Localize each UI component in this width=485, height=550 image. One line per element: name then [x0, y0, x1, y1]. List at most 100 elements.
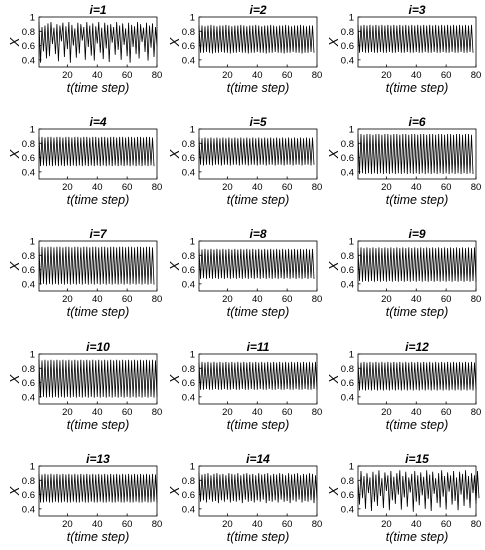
y-axis-label: X — [326, 260, 341, 271]
y-tick-label: 0.6 — [22, 41, 35, 52]
x-tick-label: 60 — [282, 70, 293, 81]
x-tick-label: 20 — [62, 294, 73, 305]
x-tick-label: 60 — [282, 294, 293, 305]
y-tick-label: 0.8 — [22, 251, 35, 262]
x-tick-label: 80 — [312, 519, 323, 530]
x-tick-label: 60 — [122, 70, 133, 81]
y-tick-label: 0.8 — [22, 476, 35, 487]
chart-panel: 20 40 60 80 0.4 0.6 0.8 1 i=13 t(time step) X — [7, 452, 162, 544]
x-tick-label: 80 — [152, 407, 163, 418]
x-axis-label: t(time step) — [227, 305, 290, 319]
y-axis-label: X — [326, 148, 341, 159]
y-tick-label: 0.6 — [182, 490, 195, 501]
x-tick-label: 20 — [381, 182, 392, 193]
panel-title: i=8 — [249, 227, 266, 241]
x-tick-label: 20 — [381, 519, 392, 530]
panel-title: i=5 — [249, 115, 266, 129]
y-tick-label: 0.8 — [22, 139, 35, 150]
y-tick-label: 0.4 — [182, 504, 195, 515]
y-tick-label: 1 — [190, 13, 195, 24]
x-tick-label: 80 — [152, 294, 163, 305]
y-tick-label: 0.4 — [341, 279, 354, 290]
x-axis-label: t(time step) — [67, 305, 130, 319]
x-tick-label: 80 — [152, 70, 163, 81]
x-tick-label: 60 — [282, 407, 293, 418]
series-line — [357, 247, 477, 282]
y-axis-label: X — [326, 373, 341, 384]
y-axis-label: X — [167, 36, 182, 47]
x-tick-label: 60 — [441, 407, 452, 418]
x-tick-label: 80 — [152, 519, 163, 530]
x-tick-label: 40 — [92, 182, 103, 193]
x-axis-label: t(time step) — [227, 81, 290, 95]
x-tick-label: 40 — [411, 294, 422, 305]
panel-title: i=4 — [89, 115, 106, 129]
y-tick-label: 0.4 — [22, 504, 35, 515]
y-axis-label: X — [167, 148, 182, 159]
y-tick-label: 0.6 — [22, 490, 35, 501]
x-tick-label: 80 — [312, 182, 323, 193]
chart-panel: 20 40 60 80 0.4 0.6 0.8 1 i=15 t(time step) X — [326, 452, 481, 544]
y-tick-label: 0.8 — [182, 364, 195, 375]
x-tick-label: 40 — [252, 294, 263, 305]
series-line — [38, 359, 158, 398]
x-tick-label: 40 — [411, 519, 422, 530]
x-tick-label: 20 — [222, 182, 233, 193]
x-tick-label: 40 — [92, 519, 103, 530]
panel-title: i=13 — [86, 452, 110, 466]
x-tick-label: 60 — [122, 294, 133, 305]
x-axis-label: t(time step) — [67, 193, 130, 207]
y-axis-label: X — [167, 485, 182, 496]
y-tick-label: 0.8 — [22, 364, 35, 375]
y-tick-label: 1 — [190, 350, 195, 361]
y-axis-label: X — [7, 485, 22, 496]
x-tick-label: 40 — [252, 407, 263, 418]
y-tick-label: 0.8 — [182, 139, 195, 150]
y-tick-label: 1 — [349, 13, 354, 24]
y-axis-label: X — [326, 485, 341, 496]
panel-title: i=12 — [405, 340, 429, 354]
y-axis-label: X — [326, 36, 341, 47]
x-tick-label: 20 — [222, 407, 233, 418]
chart-panel: 20 40 60 80 0.4 0.6 0.8 1 i=10 t(time step) X — [7, 340, 162, 432]
x-tick-label: 20 — [222, 70, 233, 81]
y-tick-label: 0.8 — [182, 251, 195, 262]
series-line — [38, 21, 158, 63]
y-tick-label: 0.8 — [341, 27, 354, 38]
y-tick-label: 1 — [349, 125, 354, 136]
y-tick-label: 0.4 — [341, 504, 354, 515]
y-tick-label: 0.4 — [182, 279, 195, 290]
series-line — [198, 473, 318, 504]
x-axis-label: t(time step) — [227, 530, 290, 544]
chart-panel: 20 40 60 80 0.4 0.6 0.8 1 i=11 t(time step) X — [167, 340, 322, 432]
x-tick-label: 80 — [312, 407, 323, 418]
panel-title: i=11 — [247, 340, 270, 354]
x-axis-label: t(time step) — [386, 81, 449, 95]
chart-panel: 20 40 60 80 0.4 0.6 0.8 1 i=6 t(time step) X — [326, 115, 481, 207]
y-tick-label: 0.6 — [182, 265, 195, 276]
x-tick-label: 40 — [411, 182, 422, 193]
y-tick-label: 0.4 — [182, 55, 195, 66]
panel-title: i=7 — [89, 227, 107, 241]
x-tick-label: 20 — [381, 70, 392, 81]
x-tick-label: 60 — [122, 519, 133, 530]
series-line — [357, 133, 474, 175]
chart-panel: 20 40 60 80 0.4 0.6 0.8 1 i=9 t(time step) X — [326, 227, 481, 319]
x-tick-label: 80 — [152, 182, 163, 193]
x-tick-label: 40 — [92, 70, 103, 81]
x-axis-label: t(time step) — [386, 305, 449, 319]
x-axis-label: t(time step) — [67, 530, 130, 544]
y-tick-label: 0.8 — [182, 27, 195, 38]
y-tick-label: 0.8 — [341, 139, 354, 150]
x-tick-label: 20 — [62, 519, 73, 530]
x-tick-label: 80 — [471, 519, 482, 530]
x-tick-label: 40 — [252, 182, 263, 193]
x-tick-label: 60 — [441, 519, 452, 530]
y-tick-label: 0.6 — [341, 41, 354, 52]
x-axis-label: t(time step) — [386, 530, 449, 544]
y-tick-label: 1 — [349, 462, 354, 473]
x-tick-label: 80 — [471, 70, 482, 81]
y-tick-label: 1 — [30, 350, 35, 361]
series-line — [38, 473, 158, 503]
x-axis-label: t(time step) — [67, 81, 130, 95]
